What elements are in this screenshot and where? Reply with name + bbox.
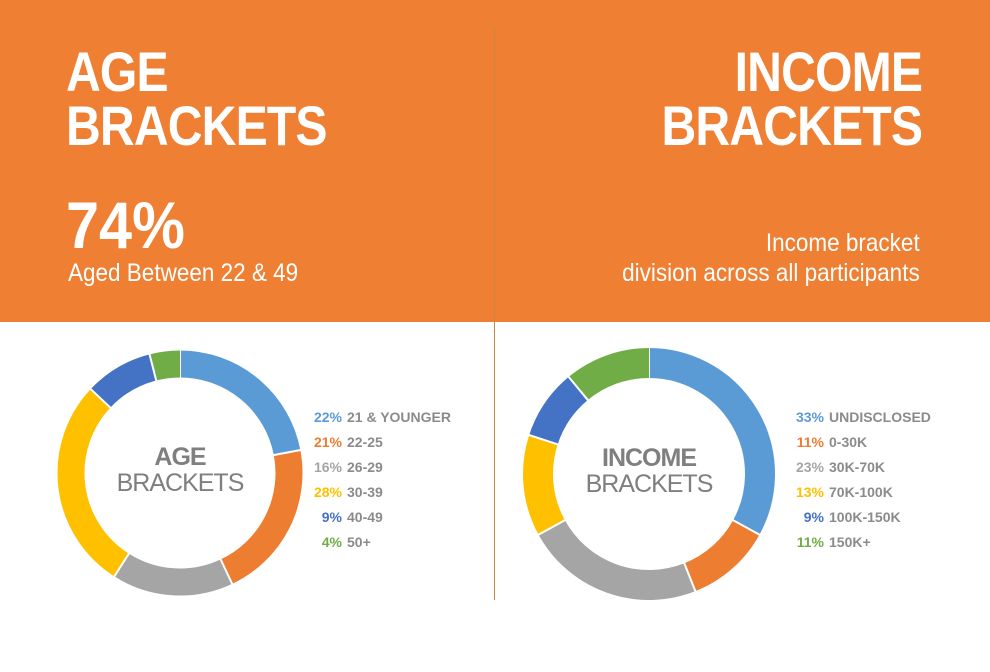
donut-segment-100k-150k xyxy=(529,376,589,445)
legend-label: 0-30K xyxy=(829,434,868,450)
legend-label: 70K-100K xyxy=(829,484,893,500)
legend-value: 21% xyxy=(313,434,342,450)
income-donut-center-line-1: INCOME xyxy=(602,444,696,472)
legend-value: 33% xyxy=(795,409,824,425)
age-title-line-2: BRACKETS xyxy=(66,94,328,157)
donut-segment-40-49 xyxy=(90,354,157,408)
income-donut-chart: INCOME BRACKETS xyxy=(523,347,775,600)
legend-label: 22-25 xyxy=(347,434,383,450)
legend-value: 9% xyxy=(321,509,342,525)
legend-item: 9% 100K-150K xyxy=(786,505,931,530)
donut-separator xyxy=(527,433,559,446)
legend-item: 16% 26-29 xyxy=(306,455,451,480)
legend-item: 28% 30-39 xyxy=(306,480,451,505)
donut-separator xyxy=(148,353,158,382)
donut-separator xyxy=(731,518,761,537)
donut-segment-0-30k xyxy=(683,519,760,592)
column-divider xyxy=(494,28,495,600)
income-description-line-2: division across all participants xyxy=(622,259,920,287)
donut-segment-30k-70k xyxy=(538,519,696,600)
legend-item: 33% UNDISCLOSED xyxy=(786,405,931,430)
donut-separator xyxy=(219,558,234,586)
age-section-title: AGE BRACKETS xyxy=(66,40,328,157)
legend-label: 40-49 xyxy=(347,509,383,525)
legend-value: 9% xyxy=(803,509,824,525)
legend-value: 13% xyxy=(795,484,824,500)
legend-item: 9% 40-49 xyxy=(306,505,451,530)
donut-segment-undisclosed xyxy=(648,348,775,535)
legend-value: 28% xyxy=(313,484,342,500)
legend-label: 50+ xyxy=(347,534,371,550)
age-donut-center-line-2: BRACKETS xyxy=(117,469,244,497)
age-legend: 22% 21 & YOUNGER 21% 22-25 16% 26-29 28% 30-… xyxy=(306,405,451,555)
legend-value: 22% xyxy=(313,409,342,425)
legend-label: 30K-70K xyxy=(829,459,886,475)
legend-label: UNDISCLOSED xyxy=(829,409,931,425)
donut-separator xyxy=(683,561,697,593)
legend-item: 21% 22-25 xyxy=(306,430,451,455)
donut-segment-150k xyxy=(568,348,650,401)
age-stat-value: 74% xyxy=(66,188,185,262)
legend-item: 22% 21 & YOUNGER xyxy=(306,405,451,430)
donut-segment-22-25 xyxy=(220,450,303,584)
legend-label: 26-29 xyxy=(347,459,383,475)
donut-segment-26-29 xyxy=(114,553,233,596)
donut-separator xyxy=(89,387,112,410)
legend-value: 11% xyxy=(796,534,824,550)
legend-label: 30-39 xyxy=(347,484,383,500)
legend-value: 11% xyxy=(796,434,824,450)
income-description: Income bracket division across all parti… xyxy=(622,228,920,288)
donut-separator xyxy=(537,518,567,537)
donut-separator xyxy=(567,375,590,402)
legend-item: 11% 150K+ xyxy=(786,530,931,555)
legend-label: 21 & YOUNGER xyxy=(347,409,451,425)
legend-item: 4% 50+ xyxy=(306,530,451,555)
donut-separator xyxy=(112,552,131,578)
legend-label: 150K+ xyxy=(829,534,871,550)
donut-separator xyxy=(272,448,302,457)
age-donut-chart: AGE BRACKETS xyxy=(57,349,303,596)
income-description-line-1: Income bracket xyxy=(766,229,920,257)
donut-segment-21-younger xyxy=(179,350,301,456)
donut-segment-30-39 xyxy=(57,389,130,577)
legend-item: 23% 30K-70K xyxy=(786,455,931,480)
donut-segment-50 xyxy=(149,350,181,381)
header-banner xyxy=(0,0,990,322)
age-donut-center-line-1: AGE xyxy=(154,443,206,471)
income-title-line-1: INCOME xyxy=(734,40,923,103)
legend-value: 16% xyxy=(313,459,342,475)
legend-item: 11% 0-30K xyxy=(786,430,931,455)
legend-value: 23% xyxy=(795,459,824,475)
age-title-line-1: AGE xyxy=(66,40,169,103)
legend-value: 4% xyxy=(321,534,342,550)
income-legend: 33% UNDISCLOSED 11% 0-30K 23% 30K-70K 13% 70… xyxy=(786,405,931,555)
income-section-title: INCOME BRACKETS xyxy=(661,40,923,157)
income-title-line-2: BRACKETS xyxy=(661,94,923,157)
legend-item: 13% 70K-100K xyxy=(786,480,931,505)
donut-segment-70k-100k xyxy=(523,435,566,535)
age-stat-caption: Aged Between 22 & 49 xyxy=(68,259,299,287)
income-donut-center-line-2: BRACKETS xyxy=(586,470,713,498)
legend-label: 100K-150K xyxy=(829,509,901,525)
